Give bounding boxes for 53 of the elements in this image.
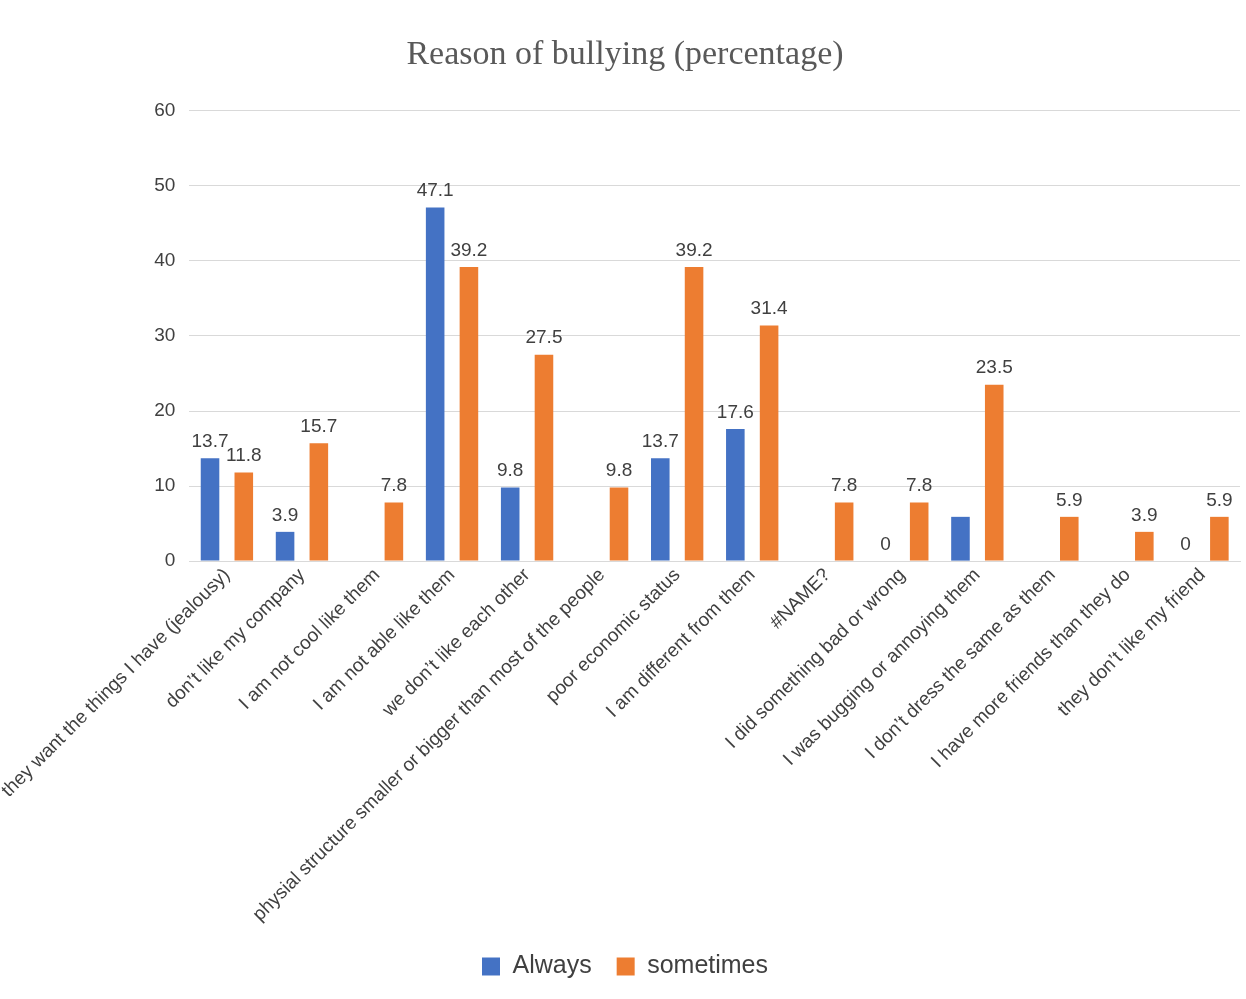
bar — [909, 502, 929, 561]
legend-label: Always — [512, 950, 592, 979]
data-label: 0 — [1180, 532, 1191, 554]
bar — [309, 443, 329, 561]
legend-label: sometimes — [647, 950, 769, 979]
data-label: 13.7 — [191, 430, 229, 452]
bar — [1135, 531, 1154, 561]
data-label: 13.7 — [641, 430, 679, 452]
bar — [984, 384, 1004, 561]
data-label: 15.7 — [300, 415, 338, 437]
bar — [534, 354, 554, 561]
data-label: 39.2 — [450, 238, 488, 260]
bar — [459, 266, 479, 561]
data-label: 9.8 — [605, 459, 633, 481]
data-label: 17.6 — [716, 400, 754, 422]
data-label: 39.2 — [675, 238, 713, 260]
y-tick-label: 10 — [154, 474, 176, 496]
bar — [1210, 516, 1229, 561]
data-label: 31.4 — [750, 297, 789, 319]
bar — [500, 487, 520, 561]
bar — [951, 516, 970, 561]
bar — [834, 502, 854, 561]
bar — [234, 472, 254, 561]
data-label: 9.8 — [496, 459, 524, 481]
y-tick-label: 20 — [154, 399, 176, 421]
data-label: 11.8 — [226, 444, 262, 466]
data-label: 5.9 — [1206, 488, 1233, 510]
bar — [726, 429, 745, 561]
data-label: 7.8 — [380, 474, 408, 496]
data-label: 3.9 — [271, 503, 299, 525]
data-label: 3.9 — [1131, 503, 1158, 525]
bar — [275, 531, 295, 561]
bar — [609, 487, 629, 561]
data-label: 7.8 — [905, 474, 933, 496]
data-label: 27.5 — [525, 326, 563, 348]
data-label: 5.9 — [1056, 488, 1083, 510]
data-label: 0 — [880, 532, 891, 554]
bar — [684, 266, 704, 561]
chart-title: Reason of bullying (percentage) — [406, 34, 844, 73]
y-tick-label: 0 — [164, 549, 176, 571]
y-tick-label: 40 — [154, 249, 176, 271]
y-tick-label: 30 — [154, 324, 176, 346]
bar — [1059, 516, 1079, 561]
data-label: 47.1 — [416, 179, 454, 201]
bar — [200, 458, 220, 561]
y-tick-label: 50 — [154, 174, 176, 196]
bar — [651, 458, 670, 561]
bar — [384, 502, 404, 561]
bar — [759, 325, 779, 561]
data-label: 7.8 — [830, 474, 858, 496]
data-label: 23.5 — [975, 356, 1013, 378]
bar — [425, 207, 445, 561]
y-tick-label: 60 — [154, 99, 176, 121]
